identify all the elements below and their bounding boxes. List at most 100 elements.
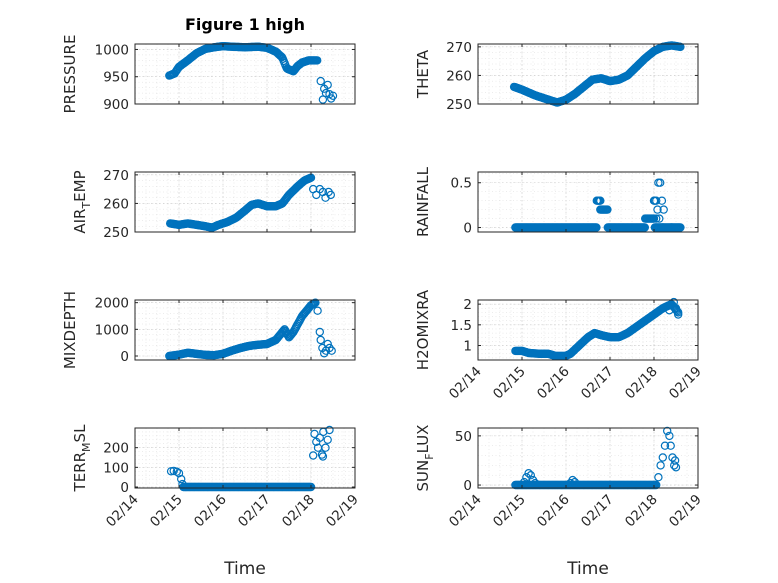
data-point xyxy=(670,461,679,470)
data-point xyxy=(316,76,325,86)
x-tick-label: 02/19 xyxy=(323,492,362,531)
data-point xyxy=(592,223,601,232)
axes-frame xyxy=(134,43,356,105)
data-point xyxy=(653,205,662,214)
y-axis-label: THETA xyxy=(414,49,432,99)
data-point xyxy=(652,214,661,223)
y-tick-label: 2 xyxy=(463,297,472,313)
x-tick-label: 02/14 xyxy=(103,492,142,531)
y-axis-label: MIXDEPTH xyxy=(61,291,79,369)
data-point xyxy=(657,196,667,205)
data-point xyxy=(676,42,685,52)
axes-frame xyxy=(134,171,356,233)
y-tick-label: 0 xyxy=(463,478,472,494)
x-tick-label: 02/15 xyxy=(147,492,186,531)
data-point xyxy=(325,343,334,353)
x-tick-label: 02/16 xyxy=(191,492,230,531)
theta-panel: 250 260 270 THETA xyxy=(414,40,699,113)
sun-flux-panel: 0 50 02/14 02/15 02/16 02/17 02/18 02/19 SUNFLUX xyxy=(414,425,705,531)
air-temp-panel: 250 260 270 AIRTEMP xyxy=(71,168,356,241)
data-point xyxy=(659,205,668,214)
x-tick-label: 02/18 xyxy=(279,492,318,531)
y-tick-label: 2000 xyxy=(95,296,129,312)
y-tick-label: 1000 xyxy=(95,42,129,58)
data-point xyxy=(172,467,181,476)
data-point xyxy=(318,452,328,461)
y-tick-label: 250 xyxy=(103,225,129,241)
y-tick-label: 0 xyxy=(120,480,129,496)
data-point xyxy=(311,298,320,307)
data-point xyxy=(654,473,663,482)
data-point xyxy=(640,223,650,232)
data-point xyxy=(666,441,675,450)
y-tick-label: 260 xyxy=(103,196,129,212)
x-tick-label: 02/16 xyxy=(534,492,573,531)
data-point xyxy=(649,214,659,223)
x-tick-label: 02/17 xyxy=(235,492,274,531)
x-tick-label: 02/18 xyxy=(622,492,661,531)
x-tick-label: 02/19 xyxy=(666,492,705,531)
data-point xyxy=(656,178,665,187)
data-point xyxy=(520,477,529,487)
axes-frame xyxy=(477,427,699,489)
data-point xyxy=(326,190,335,200)
y-axis-label: PRESSURE xyxy=(61,35,79,114)
data-point xyxy=(531,478,540,488)
data-point xyxy=(656,461,665,470)
x-tick-label: 02/14 xyxy=(446,364,485,403)
data-point xyxy=(315,327,324,337)
data-point xyxy=(663,426,672,436)
axes-frame xyxy=(477,299,699,361)
data-point xyxy=(603,205,612,214)
axes-frame xyxy=(134,427,356,489)
x-tick-label: 02/18 xyxy=(622,364,661,403)
y-axis-label: RAINFALL xyxy=(414,166,432,237)
data-point xyxy=(323,339,332,349)
y-tick-label: 950 xyxy=(103,70,129,86)
data-point xyxy=(676,223,685,232)
terr-msl-panel: 0 100 200 02/14 02/15 02/16 02/17 02/18 02/19 TER… xyxy=(71,424,362,530)
data-point xyxy=(276,52,286,61)
axes-frame xyxy=(134,299,356,361)
data-point xyxy=(306,482,316,492)
x-tick-label: 02/15 xyxy=(490,492,529,531)
data-point xyxy=(652,480,661,490)
data-point xyxy=(316,335,325,345)
data-point xyxy=(323,435,332,444)
data-point xyxy=(670,456,680,465)
y-tick-label: 1.5 xyxy=(451,318,472,334)
y-tick-label: 900 xyxy=(103,97,129,113)
y-tick-label: 0.5 xyxy=(451,176,472,192)
data-point xyxy=(313,56,322,65)
data-point xyxy=(652,196,661,205)
y-tick-label: 270 xyxy=(446,40,472,56)
data-point xyxy=(325,425,334,435)
y-axis-label: H2OMIXRA xyxy=(414,289,432,370)
x-tick-label: 02/16 xyxy=(534,364,573,403)
figure-title: Figure 1 high xyxy=(185,15,305,34)
y-tick-label: 200 xyxy=(103,441,129,457)
data-point xyxy=(665,431,674,441)
data-point xyxy=(526,471,536,480)
y-tick-label: 0 xyxy=(463,221,472,237)
axes-frame xyxy=(477,171,699,233)
data-point xyxy=(313,306,322,315)
data-point xyxy=(323,80,332,90)
y-tick-label: 1000 xyxy=(95,322,129,338)
data-point xyxy=(674,310,683,319)
data-point xyxy=(176,474,186,484)
data-point xyxy=(310,429,319,439)
x-tick-label: 02/15 xyxy=(490,364,529,403)
data-point xyxy=(596,196,605,205)
data-point xyxy=(658,453,668,462)
y-tick-label: 270 xyxy=(103,168,129,184)
x-axis-label-right: Time xyxy=(566,559,609,579)
y-axis-label: SUNFLUX xyxy=(414,425,436,492)
data-point xyxy=(328,91,338,101)
axes-frame xyxy=(477,43,699,105)
data-point xyxy=(327,346,336,355)
data-point xyxy=(570,477,580,487)
y-tick-label: 100 xyxy=(103,460,129,476)
rainfall-panel: 0 0.5 RAINFALL xyxy=(414,166,699,237)
